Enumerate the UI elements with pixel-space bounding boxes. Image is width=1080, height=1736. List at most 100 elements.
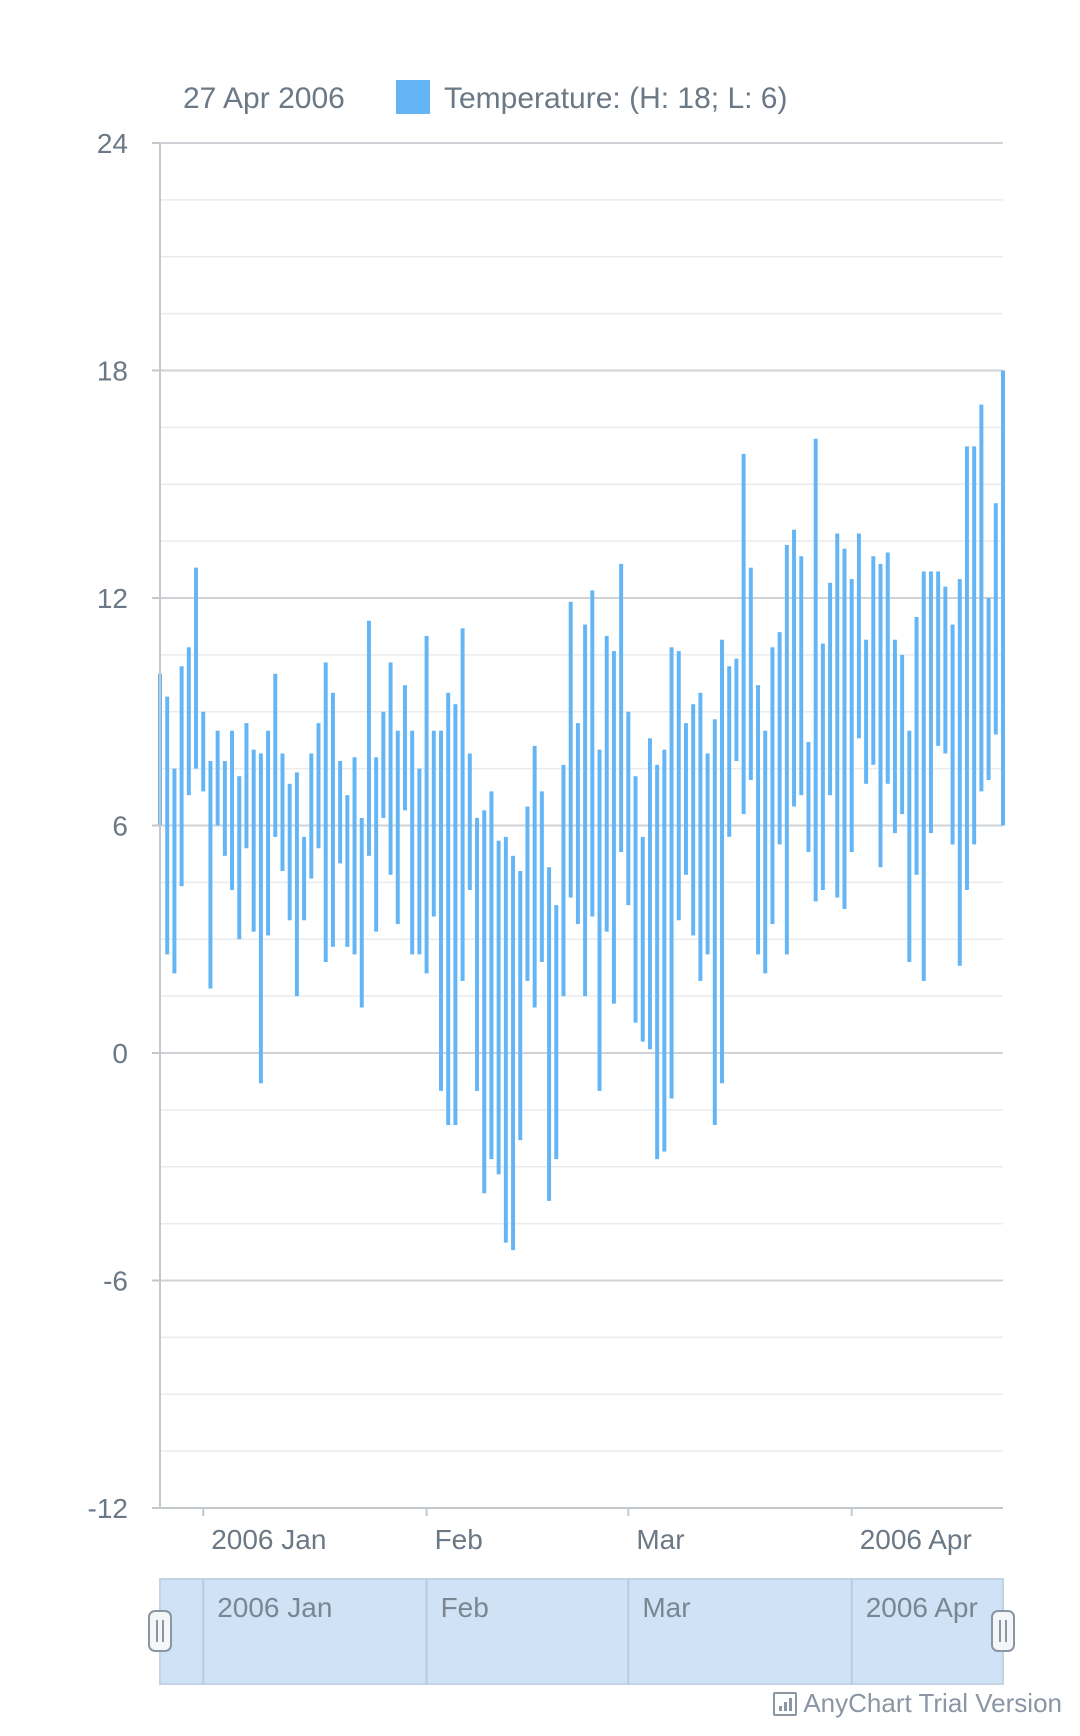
range-bar[interactable] [1001, 370, 1005, 826]
range-bar[interactable] [237, 776, 242, 940]
range-bar[interactable] [410, 730, 415, 955]
range-bar[interactable] [727, 666, 732, 837]
range-bar[interactable] [179, 666, 184, 887]
range-bar[interactable] [647, 738, 652, 1050]
range-bar[interactable] [943, 586, 948, 754]
range-bar[interactable] [871, 556, 876, 765]
range-bar[interactable] [258, 753, 263, 1084]
scroller-right-handle[interactable] [991, 1610, 1015, 1652]
range-bar[interactable] [453, 704, 458, 1126]
range-bar[interactable] [568, 601, 573, 898]
range-bar[interactable] [186, 647, 191, 796]
range-bar[interactable] [900, 654, 905, 815]
range-bar[interactable] [676, 651, 681, 921]
range-bar[interactable] [856, 533, 861, 739]
range-bar[interactable] [741, 453, 746, 815]
range-bar[interactable] [309, 753, 314, 879]
range-bar[interactable] [842, 548, 847, 909]
range-bar[interactable] [828, 582, 833, 796]
range-bar[interactable] [770, 647, 775, 925]
range-bar[interactable] [590, 590, 595, 917]
range-bar[interactable] [763, 730, 768, 974]
range-bar[interactable] [655, 764, 660, 1160]
range-bar[interactable] [936, 571, 941, 746]
range-bar[interactable] [784, 544, 789, 955]
range-bar[interactable] [979, 404, 984, 792]
range-bar[interactable] [597, 749, 602, 1091]
range-bar[interactable] [222, 761, 227, 856]
range-bar[interactable] [561, 764, 566, 997]
range-bar[interactable] [849, 579, 854, 853]
range-bar[interactable] [439, 730, 443, 1091]
range-bar[interactable] [820, 643, 825, 890]
range-bar[interactable] [835, 533, 840, 898]
range-bar[interactable] [266, 730, 271, 936]
range-bar[interactable] [583, 624, 588, 997]
range-bar[interactable] [619, 563, 624, 853]
range-bar[interactable] [777, 632, 782, 845]
range-bar[interactable] [611, 651, 616, 1004]
range-bar[interactable] [950, 624, 955, 845]
range-bar[interactable] [691, 704, 696, 936]
range-bar[interactable] [381, 711, 386, 818]
range-bar[interactable] [554, 905, 559, 1160]
range-bar[interactable] [539, 791, 544, 962]
range-bar[interactable] [208, 761, 213, 989]
range-bar[interactable] [366, 620, 371, 856]
range-bar[interactable] [993, 503, 998, 735]
range-bar[interactable] [748, 567, 753, 780]
range-bar[interactable] [928, 571, 933, 834]
scroller-left-handle[interactable] [148, 1610, 172, 1652]
range-bar[interactable] [907, 730, 912, 962]
range-bar[interactable] [921, 571, 926, 981]
range-bar[interactable] [511, 855, 516, 1251]
range-bar[interactable] [756, 685, 761, 955]
range-bar[interactable] [215, 730, 220, 826]
range-bar[interactable] [792, 529, 797, 807]
range-bar[interactable] [734, 658, 739, 762]
range-bar[interactable] [345, 795, 350, 947]
range-bar[interactable] [330, 692, 335, 947]
range-bar[interactable] [986, 598, 991, 780]
range-bar[interactable] [705, 753, 710, 955]
range-bar[interactable] [698, 692, 703, 981]
range-bar[interactable] [280, 753, 285, 871]
range-bar[interactable] [194, 567, 199, 769]
range-bar[interactable] [957, 579, 962, 966]
range-bar[interactable] [547, 867, 552, 1201]
range-bar[interactable] [402, 685, 407, 811]
range-bar[interactable] [604, 635, 609, 932]
anychart-credit[interactable]: AnyChart Trial Version [773, 1688, 1062, 1719]
range-bar[interactable] [338, 761, 343, 864]
range-bar[interactable] [417, 768, 422, 955]
range-bar[interactable] [482, 810, 487, 1194]
range-bar[interactable] [316, 723, 321, 849]
handle-grip[interactable] [991, 1610, 1015, 1652]
range-bar[interactable] [575, 723, 580, 925]
range-bar[interactable] [424, 635, 429, 974]
range-bar[interactable] [273, 673, 278, 837]
range-bar[interactable] [633, 776, 638, 1023]
range-bar[interactable] [431, 730, 436, 917]
range-bar[interactable] [165, 696, 170, 955]
range-bar[interactable] [525, 806, 530, 981]
range-bar[interactable] [964, 446, 969, 890]
range-bar[interactable] [683, 723, 688, 875]
range-bar[interactable] [446, 692, 451, 1126]
range-bar[interactable] [172, 768, 177, 974]
range-bar[interactable] [359, 817, 364, 1008]
range-bar[interactable] [244, 723, 249, 849]
range-bar[interactable] [720, 639, 724, 1084]
range-bar[interactable] [323, 662, 328, 962]
range-bar[interactable] [640, 836, 645, 1042]
range-bar[interactable] [626, 711, 631, 906]
range-bar[interactable] [395, 730, 400, 925]
range-bar[interactable] [662, 749, 667, 1152]
range-bar[interactable] [885, 552, 890, 784]
range-bar[interactable] [388, 662, 393, 875]
range-bar[interactable] [489, 791, 494, 1160]
range-bar[interactable] [302, 836, 307, 921]
range-bar[interactable] [287, 783, 292, 921]
range-bar[interactable] [878, 563, 883, 868]
range-bar[interactable] [496, 840, 501, 1175]
